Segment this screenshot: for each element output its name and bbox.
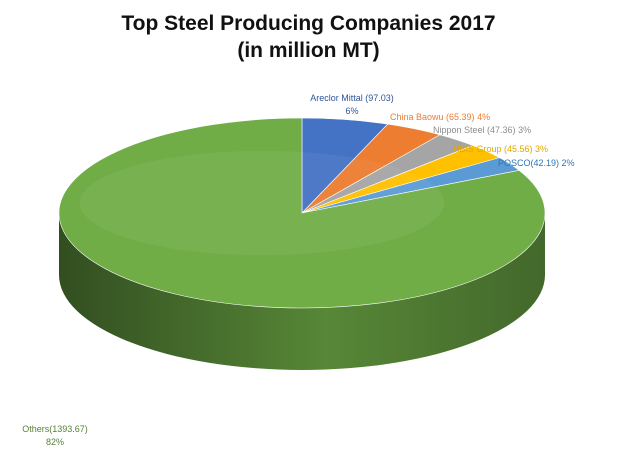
pie-tops	[58, 117, 546, 309]
slice-name-hbis-group: HBIS Group (45.56)	[453, 144, 535, 154]
pie-side-others	[59, 213, 545, 370]
slice-pct-others: 82%	[46, 437, 64, 447]
slice-label-others: Others(1393.67)	[22, 424, 88, 434]
chart-subtitle: (in million MT)	[237, 39, 380, 62]
slice-name-china-baowu: China Baowu (65.39)	[390, 112, 477, 122]
chart-title-block: Top Steel Producing Companies 2017 (in m…	[0, 10, 617, 64]
pie-highlight	[79, 150, 445, 256]
slice-pct-nippon-steel: 3%	[518, 125, 531, 135]
slice-label-posco: POSCO(42.19) 2%	[498, 158, 575, 168]
pie-slice-others	[58, 117, 546, 309]
chart-title: Top Steel Producing Companies 2017	[121, 12, 496, 35]
slice-label-hbis-group: HBIS Group (45.56) 3%	[453, 144, 548, 154]
pie-sides	[59, 213, 545, 370]
slice-pct-hbis-group: 3%	[535, 144, 548, 154]
slice-label-nippon-steel: Nippon Steel (47.36) 3%	[433, 125, 531, 135]
slice-label-areclor-mittal: Areclor Mittal (97.03)	[310, 93, 394, 103]
slice-label-china-baowu: China Baowu (65.39) 4%	[390, 112, 490, 122]
slice-name-posco: POSCO(42.19)	[498, 158, 562, 168]
slice-pct-posco: 2%	[562, 158, 575, 168]
slice-name-nippon-steel: Nippon Steel (47.36)	[433, 125, 518, 135]
slice-pct-areclor-mittal: 6%	[345, 106, 358, 116]
slice-pct-china-baowu: 4%	[477, 112, 490, 122]
pie-labels: Areclor Mittal (97.03) 6% China Baowu (65.…	[22, 93, 574, 447]
